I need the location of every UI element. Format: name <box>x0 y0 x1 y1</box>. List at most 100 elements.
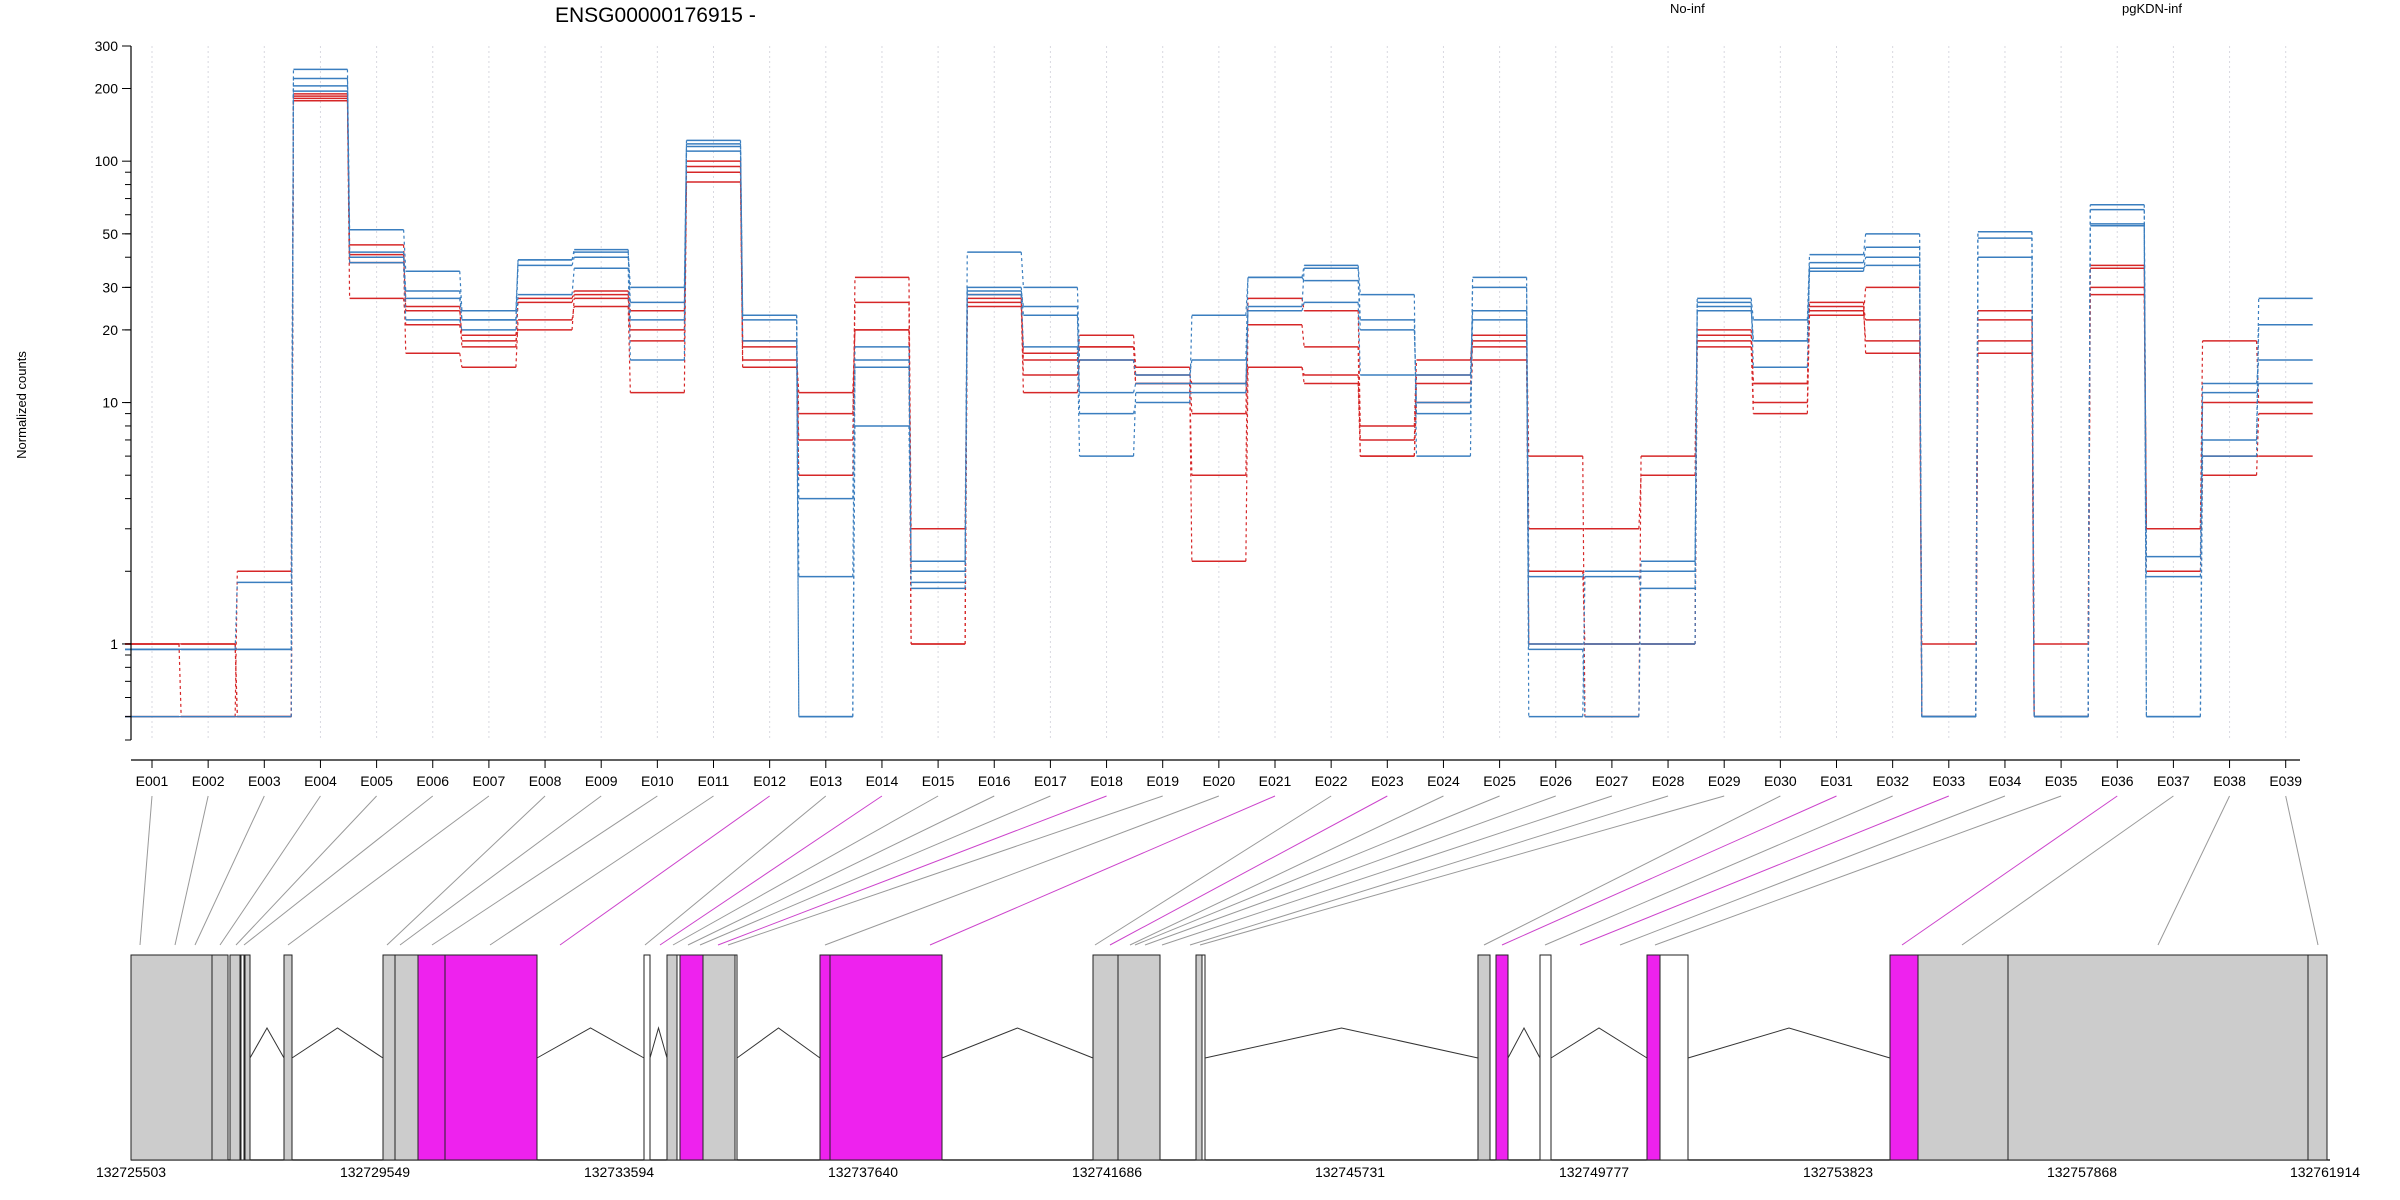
exon-connector <box>1094 795 1332 946</box>
exon-highlighted <box>829 954 943 1161</box>
series-no-inf-2 <box>125 99 2313 718</box>
x-tick-label: E030 <box>1764 773 1797 789</box>
exon-connector <box>287 795 490 946</box>
exon <box>229 954 241 1161</box>
exon-connector <box>243 795 434 946</box>
intron-line <box>736 1027 821 1059</box>
coordinate-label: 132749777 <box>1559 1164 1629 1180</box>
exon <box>1659 954 1689 1161</box>
intron-line <box>249 1026 285 1059</box>
x-tick-label: E019 <box>1146 773 1179 789</box>
exon-connector <box>1544 795 1893 946</box>
y-axis-label: Normalized counts <box>14 351 29 459</box>
intron-line <box>291 1027 384 1059</box>
x-tick-label: E016 <box>978 773 1011 789</box>
x-tick-label: E009 <box>585 773 618 789</box>
coordinate-label: 132725503 <box>96 1164 166 1180</box>
exon-connector <box>559 795 770 946</box>
exon-connector <box>174 795 209 946</box>
y-tick-label: 20 <box>102 322 118 338</box>
y-tick-label: 200 <box>95 81 119 97</box>
coordinate-label: 132757868 <box>2047 1164 2117 1180</box>
exon-connector <box>1189 795 1669 946</box>
x-tick-label: E024 <box>1427 773 1460 789</box>
x-tick-label: E029 <box>1708 773 1741 789</box>
intron-line <box>536 1027 645 1059</box>
intron-line <box>1687 1027 1891 1059</box>
exon <box>211 954 229 1161</box>
x-tick-label: E005 <box>360 773 393 789</box>
exon-connector <box>489 795 714 946</box>
x-tick-label: E013 <box>809 773 842 789</box>
series-pgkdn-inf-7 <box>125 90 2313 718</box>
exon <box>283 954 293 1161</box>
exon-connector <box>1134 795 1500 946</box>
intron-line <box>649 1026 668 1059</box>
exon <box>240 954 245 1161</box>
exon-connector <box>1501 795 1837 946</box>
x-tick-label: E025 <box>1483 773 1516 789</box>
chart-title: ENSG00000176915 - <box>555 4 756 27</box>
x-tick-label: E021 <box>1259 773 1292 789</box>
legend-no-inf: No-inf <box>1670 1 1705 16</box>
exon-connector <box>644 795 827 946</box>
exon-connector <box>1619 795 2006 946</box>
exon-connector <box>699 795 1051 946</box>
x-tick-label: E033 <box>1932 773 1965 789</box>
coordinate-label: 132745731 <box>1315 1164 1385 1180</box>
x-tick-label: E035 <box>2045 773 2078 789</box>
exon-connector <box>431 795 658 946</box>
gene-model: 132725503 132729549 132733594 132737640 1327… <box>96 954 2360 1180</box>
exon-connector <box>1654 795 2062 946</box>
y-tick-label: 100 <box>95 153 119 169</box>
exon <box>702 954 736 1161</box>
exon <box>2007 954 2309 1161</box>
y-tick-label: 50 <box>102 226 118 242</box>
x-tick-label: E022 <box>1315 773 1348 789</box>
exon <box>382 954 396 1161</box>
intron-line <box>1550 1027 1648 1059</box>
y-tick-label: 300 <box>95 38 119 54</box>
exon <box>1092 954 1119 1161</box>
exon-connector <box>1961 795 2174 946</box>
coordinate-label: 132741686 <box>1072 1164 1142 1180</box>
exon-highlighted <box>417 954 446 1161</box>
exon-connectors <box>139 795 2319 946</box>
exon-connector <box>1109 795 1388 946</box>
y-tick-label: 10 <box>102 395 118 411</box>
series-connector <box>179 91 2260 717</box>
exon <box>1917 954 2009 1161</box>
exon-connector <box>194 795 265 946</box>
exon-connector <box>235 795 377 946</box>
x-tick-label: E023 <box>1371 773 1404 789</box>
x-tick-label: E012 <box>753 773 786 789</box>
x-tick-label: E037 <box>2157 773 2190 789</box>
exon-connector <box>1901 795 2118 946</box>
intron-line <box>1204 1027 1479 1059</box>
exon <box>1117 954 1161 1161</box>
exon-highlighted <box>679 954 704 1161</box>
exon-connector <box>717 795 1107 946</box>
x-tick-label: E036 <box>2101 773 2134 789</box>
x-tick-label: E010 <box>641 773 674 789</box>
exon-connector <box>1579 795 1949 946</box>
legend-pgkdn-inf: pgKDN-inf <box>2122 1 2182 16</box>
exon <box>2307 954 2328 1161</box>
x-tick-label: E032 <box>1876 773 1909 789</box>
series-connector <box>179 100 2259 718</box>
exon-connector <box>1129 795 1444 946</box>
exon-connector <box>1483 795 1781 946</box>
x-tick-label: E038 <box>2213 773 2246 789</box>
x-tick-label: E008 <box>529 773 562 789</box>
exon <box>394 954 419 1161</box>
exon-highlighted <box>1646 954 1661 1161</box>
exon-highlighted <box>1889 954 1919 1161</box>
coordinate-label: 132753823 <box>1803 1164 1873 1180</box>
x-tick-label: E004 <box>304 773 337 789</box>
exon <box>1539 954 1552 1161</box>
exon-connector <box>386 795 546 946</box>
exon <box>666 954 678 1161</box>
exon-connector <box>1199 795 1725 946</box>
exon-connector <box>687 795 995 946</box>
